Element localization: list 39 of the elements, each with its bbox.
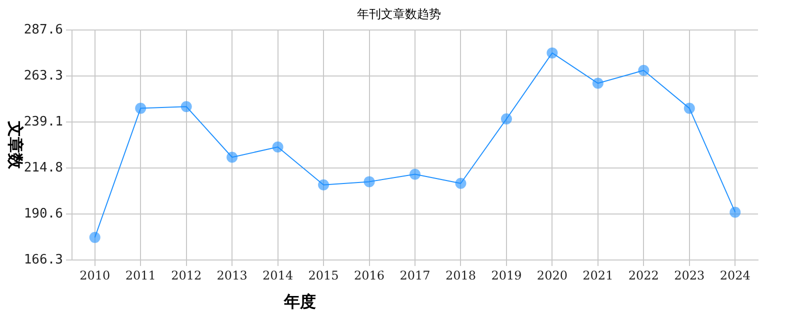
y-tick-label: 287.6	[24, 22, 63, 38]
point	[364, 176, 375, 188]
x-tick-label: 2012	[171, 268, 202, 282]
point	[500, 113, 512, 124]
y-tick-label: 214.8	[24, 160, 63, 176]
x-tick-label: 2017	[400, 268, 430, 282]
x-tick-label: 2020	[536, 268, 568, 282]
x-tick-label: 2011	[125, 268, 156, 282]
x-tick-label: 2019	[491, 268, 522, 282]
point	[180, 101, 192, 112]
x-tick-label: 2021	[582, 268, 614, 282]
chart-title: 年刊文章数趋势	[357, 7, 441, 22]
point	[592, 78, 604, 89]
point	[226, 152, 238, 163]
y-tick-label: 190.6	[24, 206, 63, 222]
y-tick-label: 263.3	[24, 68, 63, 84]
x-tick-label: 2024	[720, 268, 751, 282]
x-tick-label: 2015	[308, 268, 339, 282]
point	[546, 47, 558, 58]
x-tick-label: 2016	[354, 268, 385, 282]
x-tick-label: 2023	[674, 268, 705, 282]
point	[684, 102, 695, 114]
x-tick-label: 2018	[445, 268, 476, 282]
y-tick-label: 166.3	[24, 252, 63, 268]
x-tick-label: 2010	[80, 268, 110, 282]
x-axis-title: 年度	[283, 292, 316, 312]
y-tick-label: 239.1	[24, 114, 63, 130]
y-axis-title: 文章数	[6, 120, 25, 170]
point	[638, 64, 650, 76]
point	[318, 179, 330, 190]
point	[730, 206, 741, 218]
x-tick-label: 2013	[216, 268, 248, 282]
point	[89, 232, 100, 243]
x-tick-label: 2014	[262, 268, 294, 282]
x-tick-label: 2022	[628, 268, 659, 282]
point	[272, 141, 284, 152]
point	[410, 168, 420, 180]
point	[135, 102, 146, 114]
point	[455, 178, 466, 189]
